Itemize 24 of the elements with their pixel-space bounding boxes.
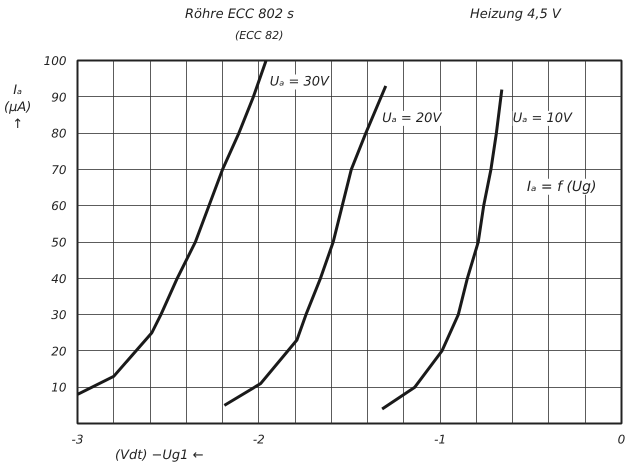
chart-title: Röhre ECC 802 s <box>185 6 294 24</box>
y-tick-label: 10 <box>51 380 67 395</box>
x-tick-label: -2 <box>252 432 265 446</box>
x-axis-title: (Vdt) −Ug1 ← <box>115 447 204 465</box>
y-tick-label: 40 <box>51 272 67 286</box>
text: Heizung 4,5 V <box>470 6 561 24</box>
chart-subtitle: (ECC 82) <box>235 28 284 44</box>
line-series <box>380 88 504 410</box>
series-label: Uₐ = 20V <box>382 110 442 126</box>
y-tick-label: 50 <box>51 236 67 250</box>
y-tick-label: 30 <box>51 308 67 322</box>
y-tick-label: 20 <box>51 344 67 358</box>
annotation: Iₐ = f (Ug) <box>526 178 597 195</box>
x-tick-label: 0 <box>618 432 626 446</box>
series-label: Uₐ = 30V <box>270 74 330 90</box>
x-tick-label: -3 <box>72 432 84 446</box>
y-axis-title: Iₐ (µA) ↑ <box>4 82 32 133</box>
y-tick-label: 100 <box>44 54 67 68</box>
y-tick-label: 70 <box>51 162 67 177</box>
series-label: Uₐ = 10V <box>512 110 574 126</box>
x-tick-label: -1 <box>434 432 446 446</box>
y-tick-label: 60 <box>51 199 67 214</box>
y-tick-label: 90 <box>51 90 67 104</box>
y-tick-label: 80 <box>51 126 67 141</box>
